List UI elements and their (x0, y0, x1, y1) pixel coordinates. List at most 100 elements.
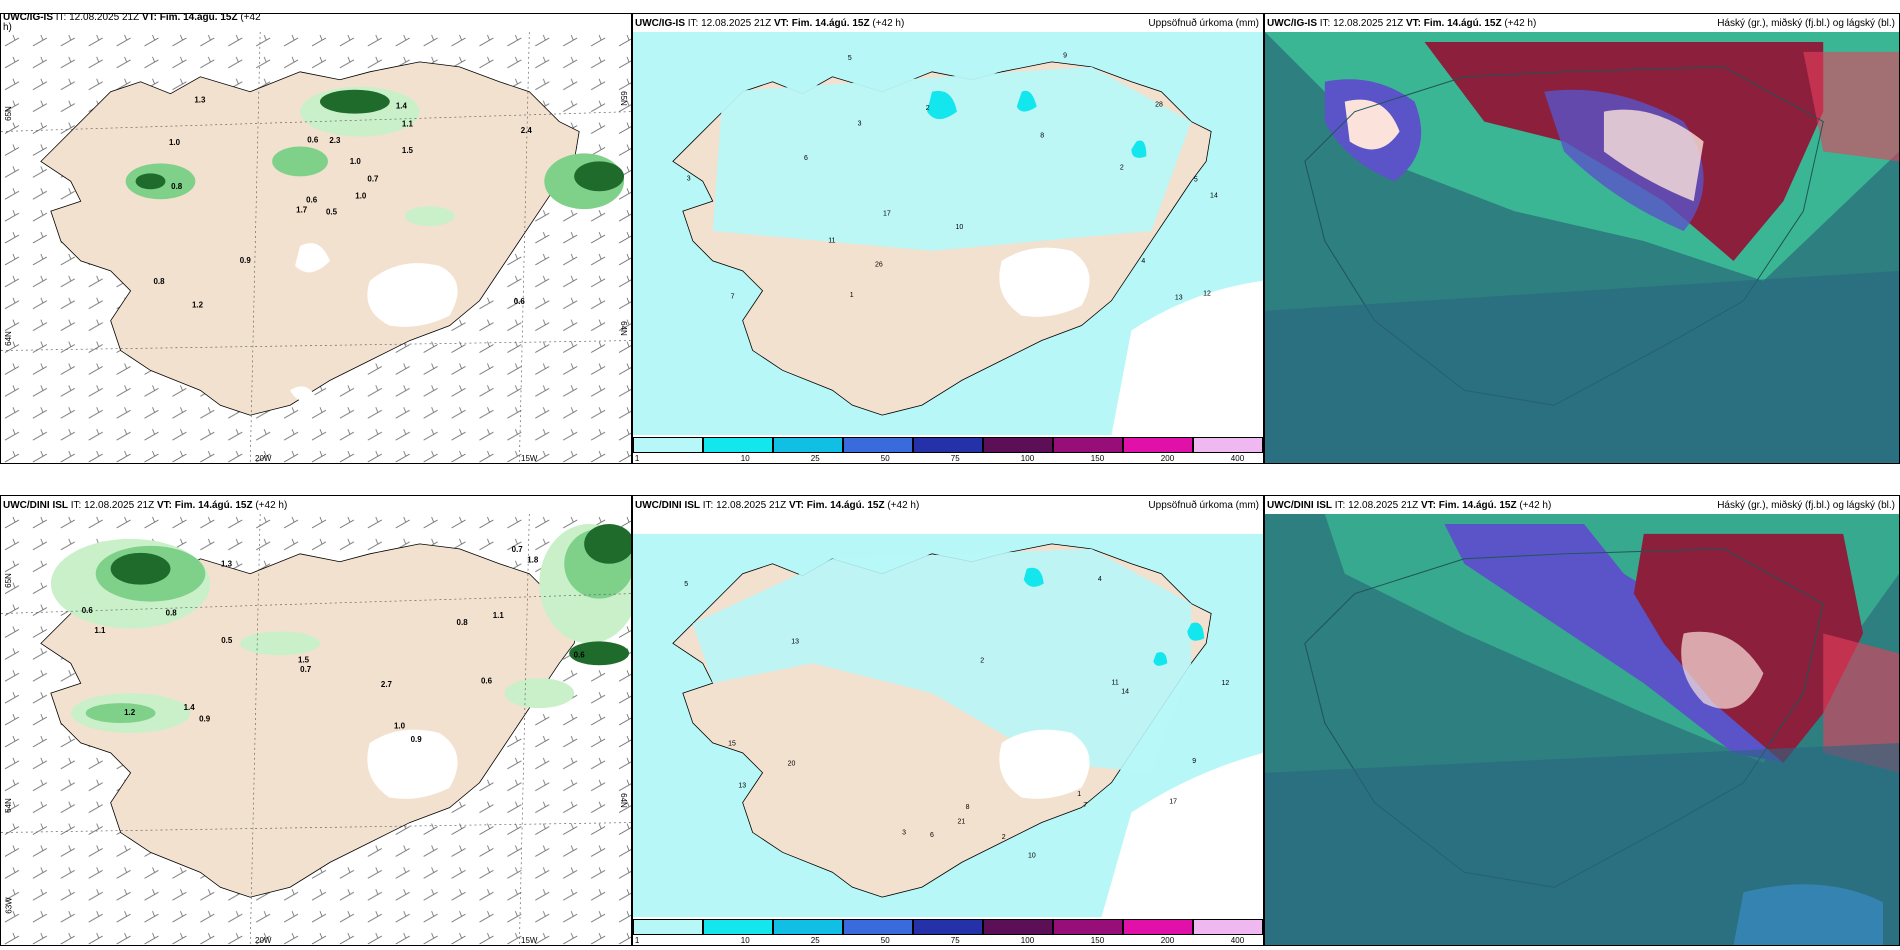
map-value-label: 0.7 (512, 545, 524, 554)
map-value-label: 28 (1155, 102, 1163, 109)
map-value-label: 3 (858, 120, 862, 127)
map-value-label: 0.5 (221, 636, 233, 645)
colorbar-segment (772, 919, 843, 935)
map-value-label: 1.0 (169, 138, 181, 147)
colorbar-tick: 75 (950, 454, 960, 463)
lat-label: 64N (619, 793, 629, 808)
map-value-label: 0.8 (171, 182, 183, 191)
colorbar-segment (1192, 437, 1263, 453)
colorbar-segment (843, 919, 913, 935)
colorbar-segment (983, 919, 1053, 935)
colorbar-segment (702, 919, 773, 935)
map-value-label: 0.9 (199, 715, 211, 724)
panel-variable: Uppsöfnuð úrkoma (mm) (1148, 18, 1259, 29)
map-value-label: 1.4 (396, 101, 408, 110)
map-value-label: 13 (791, 639, 799, 646)
colorbar-segment (912, 437, 983, 453)
lat-label: 64N (3, 798, 13, 813)
accum-over-land (712, 66, 1192, 251)
map-value-label: 4 (1141, 258, 1145, 265)
panel-header: UWC/IG-IS IT: 12.08.2025 21Z VT: Fim. 14… (3, 13, 627, 33)
map-value-label: 13 (738, 783, 746, 790)
map-value-label: 5 (1194, 177, 1198, 184)
iceland-land (40, 61, 580, 416)
colorbar-tick: 25 (810, 454, 820, 463)
map-value-label: 6 (804, 155, 808, 162)
colorbar-tick: 25 (810, 936, 820, 945)
cloud-map (1265, 514, 1899, 945)
colorbar-tick: 10 (740, 936, 750, 945)
map-value-label: 1 (1077, 791, 1081, 798)
colorbar: 1 10 25 50 75 100 150 200 400 (633, 917, 1263, 945)
map-value-label: 21 (957, 818, 965, 825)
map-value-label: 8 (1040, 133, 1044, 140)
colorbar-tick: 100 (1020, 936, 1035, 945)
map-value-label: 0.9 (411, 735, 423, 744)
map-value-label: 0.8 (457, 618, 469, 627)
colorbar-tick: 200 (1160, 936, 1175, 945)
colorbar-segment (1053, 437, 1123, 453)
precip-labels: 0.5 1.0 0.6 0.8 0.7 0.9 1.4 2.3 1.1 1.0 1.3 0.6 0.8 2… (154, 96, 533, 310)
map-value-label: 2.7 (381, 680, 393, 689)
panel-variable: Háský (gr.), miðský (fj.bl.) og lágský (… (1717, 18, 1895, 29)
map-value-label: 1.1 (94, 626, 106, 635)
map-svg: 0.5 1.0 0.6 0.8 0.7 0.9 1.4 2.3 1.1 1.0 1.3 0.6 0.8 2… (1, 32, 631, 463)
panel-header: UWC/DINI ISL IT: 12.08.2025 21Z VT: Fim.… (1267, 500, 1895, 511)
colorbar-tick: 200 (1160, 454, 1175, 463)
map-value-label: 2.3 (329, 136, 341, 145)
colorbar-tick: 1 (634, 454, 640, 463)
colorbar-tick: 150 (1090, 936, 1105, 945)
lon-label: 15W (521, 454, 538, 463)
accum-cyan (1016, 90, 1037, 112)
map-value-label: 0.6 (307, 136, 319, 145)
map-value-label: 0.6 (574, 651, 586, 660)
lat-label: 64N (619, 321, 629, 336)
panel-accum-row2: UWC/DINI ISL IT: 12.08.2025 21Z VT: Fim.… (632, 495, 1264, 946)
map-value-label: 14 (1121, 689, 1129, 696)
map-value-label: 15 (728, 741, 736, 748)
dry-area (1111, 280, 1263, 435)
lead-time: (+42 (240, 13, 261, 23)
map-value-label: 5 (684, 581, 688, 588)
map-value-label: 0.7 (367, 175, 379, 184)
map-value-label: 13 (1175, 295, 1183, 302)
map-value-label: 0.6 (514, 297, 526, 306)
panel-header: UWC/IG-IS IT: 12.08.2025 21Z VT: Fim. 14… (635, 18, 1259, 29)
map-value-label: 20 (788, 761, 796, 768)
colorbar-tick: 10 (740, 454, 750, 463)
colorbar-tick: 50 (880, 936, 890, 945)
precip-shading (125, 86, 625, 227)
map-value-label: 12 (1222, 680, 1230, 687)
panel-precip-row1: UWC/IG-IS IT: 12.08.2025 21Z VT: Fim. 14… (0, 13, 632, 464)
map-value-label: 0.7 (300, 665, 312, 674)
map-value-label: 1 (850, 292, 854, 299)
colorbar-tick: 1 (634, 936, 640, 945)
precip-map: 0.9 1.3 1.4 0.8 1.1 1.0 0.6 0.5 0.7 0.9 1.2 0.6 1.5 2… (1, 514, 631, 945)
map-value-label: 2.4 (521, 126, 533, 135)
accum-map: 3 8 2 5 12 13 21 15 11 13 20 17 6 10 4 2 1 7 9 14 (633, 514, 1263, 917)
colorbar-segment (1123, 437, 1193, 453)
map-value-label: 2 (926, 105, 930, 112)
map-value-label: 0.6 (306, 196, 318, 205)
lat-label: 64N (3, 331, 13, 346)
map-value-label: 1.2 (124, 708, 136, 717)
map-value-label: 0.8 (154, 277, 166, 286)
map-value-label: 1.0 (355, 191, 367, 200)
map-value-label: 9 (1063, 53, 1067, 60)
precip-labels: 0.9 1.3 1.4 0.8 1.1 1.0 0.6 0.5 0.7 0.9 1.2 0.6 1.5 2… (82, 545, 586, 744)
map-value-label: 7 (731, 294, 735, 301)
map-value-label: 17 (1169, 799, 1177, 806)
colorbar-segment (1053, 919, 1123, 935)
map-value-label: 1.0 (350, 157, 362, 166)
map-value-label: 8 (966, 804, 970, 811)
map-value-label: 1.5 (298, 655, 310, 664)
lon-label: 20W (255, 936, 272, 945)
colorbar-segment (983, 437, 1053, 453)
panel-cloud-row1: UWC/IG-IS IT: 12.08.2025 21Z VT: Fim. 14… (1264, 13, 1900, 464)
cloud-map (1265, 32, 1899, 463)
panel-precip-row2: UWC/DINI ISL IT: 12.08.2025 21Z VT: Fim.… (0, 495, 632, 946)
colorbar-segment (633, 437, 703, 453)
lon-label: 15W (521, 936, 538, 945)
model-name: UWC/IG-IS (3, 13, 53, 23)
